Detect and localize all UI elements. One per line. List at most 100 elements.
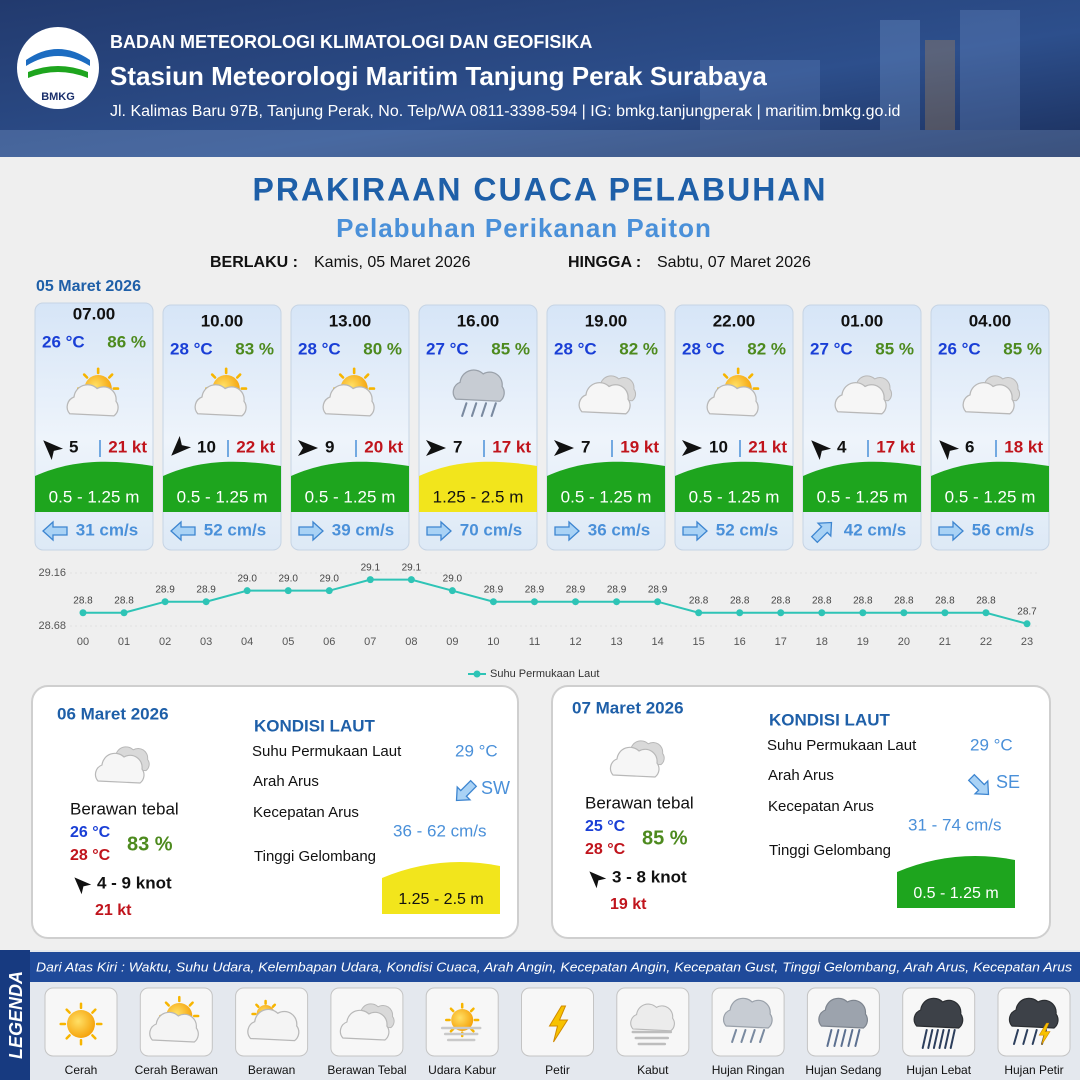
wind-speed: 9 (325, 437, 334, 456)
sst: 29 °C (970, 735, 1013, 754)
data-label: 28.8 (771, 595, 791, 606)
sun-ray (469, 1007, 475, 1013)
sea-title: KONDISI LAUT (254, 716, 376, 735)
data-label: 28.8 (730, 595, 750, 606)
cloud-shape (452, 369, 505, 402)
cloud (706, 384, 759, 417)
sun-ray (722, 373, 729, 379)
current-speed: 42 cm/s (844, 520, 906, 539)
cloud-shape (578, 382, 631, 415)
cloud-shape (834, 382, 887, 415)
sun-ray (338, 373, 345, 379)
x-tick-label: 14 (651, 636, 663, 648)
sst-point (1023, 620, 1031, 628)
sun-ray (65, 1008, 71, 1014)
wind-arrow (554, 440, 574, 456)
weather-icon (706, 367, 760, 417)
rain (731, 1029, 738, 1043)
data-label: 28.8 (114, 595, 134, 606)
gust: 21 kt (108, 437, 147, 456)
current-arrow (455, 779, 478, 802)
wave-height: 0.5 - 1.25 m (305, 487, 396, 506)
wind-arrow (682, 440, 702, 456)
gust: 18 kt (1004, 437, 1043, 456)
current-speed: 36 - 62 cm/s (393, 821, 487, 840)
wind-speed: 10 (197, 437, 216, 456)
rain (1031, 1029, 1038, 1045)
wave-height: 0.5 - 1.25 m (177, 487, 268, 506)
weather-icon (1008, 997, 1059, 1045)
gust: 22 kt (236, 437, 275, 456)
rain (749, 1029, 756, 1043)
time: 04.00 (969, 311, 1012, 330)
time: 22.00 (713, 311, 756, 330)
rain (949, 1029, 956, 1049)
time: 16.00 (457, 311, 500, 330)
rain (854, 1029, 861, 1047)
gust: 19 kt (620, 437, 659, 456)
humidity: 83 % (235, 339, 274, 358)
sst-label: Suhu Permukaan Laut (252, 743, 402, 760)
wind-arrow (298, 440, 318, 456)
humidity: 85 % (1003, 339, 1042, 358)
sst-point (859, 609, 867, 617)
wave-shape (291, 461, 409, 512)
current-speed: 36 cm/s (588, 520, 650, 539)
current-speed: 31 - 74 cm/s (908, 815, 1002, 834)
rain (932, 1029, 939, 1049)
cloud (962, 382, 1015, 415)
sun-ray (255, 1003, 260, 1008)
cloud-shape (818, 997, 868, 1029)
humidity: 85 % (491, 339, 530, 358)
x-tick-label: 08 (405, 636, 417, 648)
wave-shape (547, 461, 665, 512)
current-arrow (298, 520, 324, 542)
x-tick-label: 13 (610, 636, 622, 648)
wave-height: 0.5 - 1.25 m (817, 487, 908, 506)
wind-arrow (171, 435, 192, 456)
cloud (722, 997, 773, 1029)
rain (944, 1029, 951, 1049)
rain (840, 1029, 847, 1047)
legend-item-label: Cerah (65, 1063, 98, 1077)
data-label: 28.8 (935, 595, 955, 606)
cloud (194, 384, 247, 417)
rain (1022, 1029, 1029, 1045)
sst-point (489, 598, 497, 606)
legend-item-label: Hujan Ringan (712, 1063, 785, 1077)
wind-range: 3 - 8 knot (612, 867, 687, 886)
weather-icon (818, 997, 868, 1047)
sun-ray (91, 1008, 97, 1014)
weather-icon (149, 995, 200, 1043)
data-label: 29.1 (361, 562, 381, 573)
rain (759, 1029, 766, 1043)
legend-note-bar (30, 952, 1080, 982)
rain (826, 1029, 833, 1047)
wind-range: 4 - 9 knot (97, 873, 172, 892)
data-label: 28.8 (853, 595, 873, 606)
wave-height: 1.25 - 2.5 m (398, 891, 483, 908)
legend-item-label: Berawan Tebal (327, 1063, 406, 1077)
legend-item-label: Kabut (637, 1063, 669, 1077)
weather-icon (452, 369, 505, 417)
legend-item-label: Hujan Sedang (805, 1063, 881, 1077)
x-tick-label: 23 (1021, 636, 1033, 648)
cloud-shape (722, 997, 773, 1029)
sst-point (284, 587, 292, 595)
cloud-shape (630, 1003, 675, 1032)
legend-item-label: Berawan (248, 1063, 295, 1077)
data-label: 29.1 (402, 562, 422, 573)
sun-ray (82, 373, 89, 379)
x-tick-label: 10 (487, 636, 499, 648)
x-tick-label: 18 (816, 636, 828, 648)
data-label: 28.8 (976, 595, 996, 606)
cloud (818, 997, 868, 1029)
data-label: 29.0 (237, 573, 257, 584)
weather-icon (578, 375, 637, 415)
x-tick-label: 21 (939, 636, 951, 648)
current-arrow (554, 520, 580, 542)
weather-icon (94, 746, 150, 784)
cloud-shape (962, 382, 1015, 415)
